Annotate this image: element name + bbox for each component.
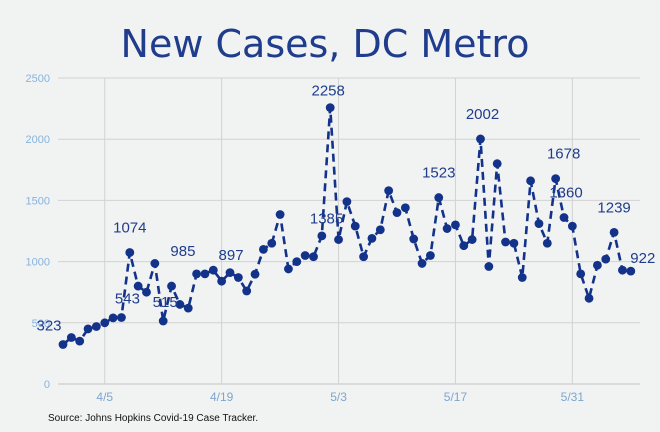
- data-point: [259, 244, 268, 254]
- data-point: [409, 234, 419, 244]
- y-tick-label: 0: [44, 379, 50, 391]
- data-point: [426, 251, 435, 260]
- y-tick-label: 2500: [26, 73, 50, 85]
- data-point: [392, 208, 402, 218]
- data-point: [175, 300, 185, 309]
- y-tick-label: 1000: [26, 257, 50, 269]
- data-point: [576, 269, 586, 279]
- data-point: [384, 186, 394, 196]
- data-point: [593, 260, 602, 270]
- data-point: [83, 324, 93, 334]
- data-point: [509, 238, 519, 248]
- data-point: [342, 197, 352, 207]
- data-point: [275, 210, 285, 219]
- data-point: [242, 286, 252, 296]
- data-point: [108, 313, 118, 323]
- data-point: [442, 224, 452, 233]
- data-point: [300, 251, 310, 260]
- data-label: 922: [630, 250, 655, 267]
- data-point: [150, 259, 160, 268]
- data-label: 1360: [549, 185, 582, 202]
- data-point: [100, 318, 110, 328]
- data-point: [367, 233, 377, 243]
- data-point: [375, 225, 385, 235]
- data-label: 1074: [113, 220, 146, 237]
- data-point: [484, 262, 494, 271]
- data-point: [142, 287, 151, 297]
- data-point: [534, 219, 544, 229]
- data-point: [526, 176, 535, 186]
- data-point: [158, 316, 168, 326]
- data-point: [284, 264, 293, 274]
- data-point: [117, 313, 126, 322]
- x-tick-label: 5/17: [444, 390, 468, 404]
- data-point: [250, 269, 260, 279]
- data-point: [192, 269, 202, 279]
- data-point: [492, 159, 502, 169]
- data-point: [66, 333, 76, 342]
- data-point: [225, 268, 235, 278]
- data-point: [609, 227, 619, 237]
- x-tick-label: 5/31: [561, 390, 585, 404]
- data-label: 1385: [310, 211, 343, 228]
- data-point: [476, 134, 485, 144]
- data-label: 543: [115, 291, 140, 308]
- data-label: 2258: [312, 83, 345, 100]
- data-label: 1239: [597, 199, 630, 216]
- data-label: 2002: [466, 106, 499, 123]
- y-tick-label: 500: [32, 318, 50, 330]
- data-point: [183, 303, 193, 313]
- data-label: 323: [36, 317, 61, 334]
- y-tick-label: 2000: [26, 134, 50, 146]
- data-point: [58, 340, 68, 349]
- data-point: [359, 252, 368, 262]
- chart-title: New Cases, DC Metro: [120, 22, 530, 66]
- data-label: 1523: [422, 165, 455, 182]
- data-point: [350, 221, 360, 231]
- data-point: [459, 241, 469, 251]
- data-point: [542, 238, 552, 248]
- x-tick-label: 4/5: [96, 390, 113, 404]
- data-point: [325, 103, 335, 113]
- series-line: [62, 106, 631, 346]
- data-point: [200, 269, 210, 279]
- data-label: 897: [219, 247, 244, 264]
- data-point: [400, 203, 410, 213]
- data-point: [417, 259, 427, 268]
- y-tick-label: 1500: [26, 195, 50, 207]
- data-point: [517, 273, 527, 282]
- data-point: [167, 281, 176, 291]
- data-point: [267, 238, 277, 248]
- data-label: 515: [153, 294, 178, 311]
- data-point: [217, 276, 227, 286]
- data-point: [451, 220, 460, 230]
- data-point: [584, 293, 594, 303]
- data-point: [567, 221, 577, 231]
- data-point: [501, 237, 510, 247]
- x-tick-label: 5/3: [330, 390, 347, 404]
- data-label: 985: [170, 243, 195, 260]
- data-point: [601, 254, 611, 264]
- data-point: [618, 265, 627, 275]
- data-label: 1678: [547, 146, 580, 163]
- data-point: [309, 252, 318, 262]
- data-point: [434, 193, 444, 202]
- data-point: [233, 273, 243, 282]
- data-point: [467, 235, 477, 244]
- data-point: [75, 336, 85, 346]
- data-point: [334, 235, 343, 244]
- data-point: [559, 213, 569, 222]
- data-point: [551, 174, 561, 184]
- data-point: [133, 281, 143, 291]
- data-point: [92, 322, 101, 331]
- data-point: [125, 248, 135, 257]
- data-point: [292, 257, 302, 266]
- data-point: [208, 265, 218, 275]
- source-note: Source: Johns Hopkins Covid-19 Case Trac…: [48, 413, 259, 424]
- x-tick-label: 4/19: [210, 390, 234, 404]
- data-point: [626, 266, 636, 276]
- data-point: [317, 231, 327, 241]
